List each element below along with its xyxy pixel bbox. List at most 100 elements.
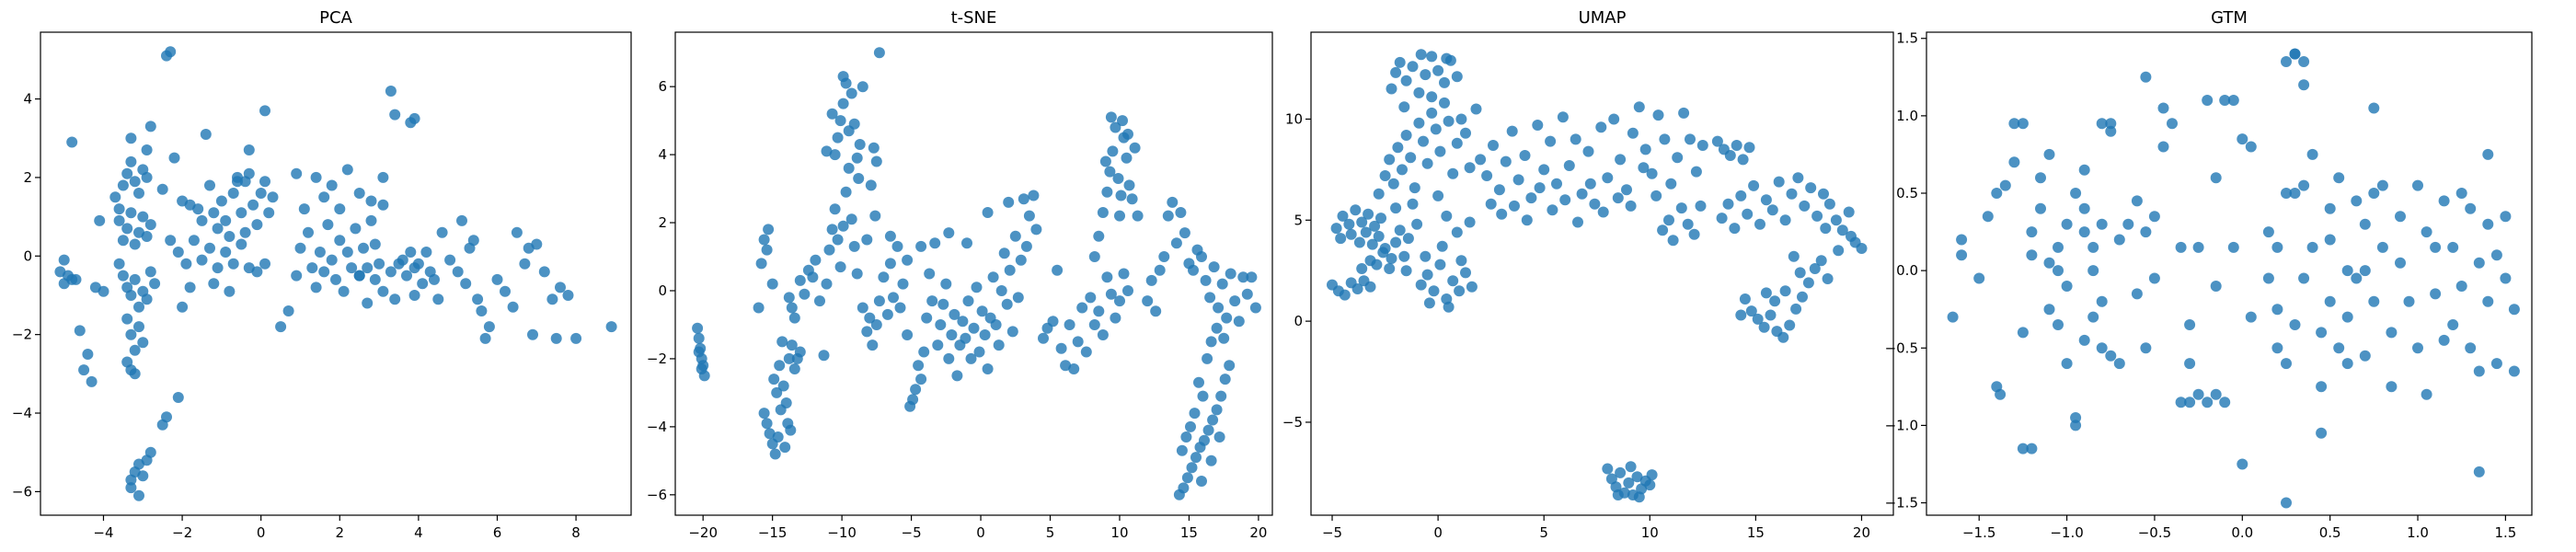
data-point bbox=[971, 282, 983, 293]
data-point bbox=[236, 207, 247, 219]
data-point bbox=[1426, 51, 1438, 63]
data-point bbox=[1506, 125, 1518, 137]
data-point bbox=[550, 332, 562, 344]
data-point bbox=[902, 254, 914, 266]
data-point bbox=[1464, 216, 1476, 228]
data-point bbox=[1748, 179, 1760, 191]
data-point bbox=[1178, 482, 1190, 494]
data-point bbox=[2078, 164, 2090, 176]
data-point bbox=[452, 266, 464, 278]
data-point bbox=[144, 446, 156, 458]
data-point bbox=[1421, 157, 1433, 169]
data-point bbox=[1121, 152, 1133, 164]
data-point bbox=[353, 270, 365, 282]
data-point bbox=[982, 207, 994, 218]
data-point bbox=[58, 254, 70, 266]
data-point bbox=[2412, 342, 2423, 354]
data-point bbox=[921, 312, 933, 324]
data-point bbox=[1786, 188, 1798, 200]
data-point bbox=[965, 352, 977, 364]
data-point bbox=[519, 258, 531, 270]
data-point bbox=[1337, 210, 1349, 222]
data-point bbox=[962, 295, 974, 307]
data-point bbox=[1639, 144, 1651, 155]
data-point bbox=[314, 247, 326, 258]
data-point bbox=[483, 321, 495, 333]
data-point bbox=[479, 332, 491, 344]
data-point bbox=[180, 258, 192, 270]
data-point bbox=[1633, 491, 1645, 503]
data-point bbox=[1190, 452, 1202, 464]
data-point bbox=[2245, 141, 2257, 153]
data-point bbox=[2455, 188, 2467, 199]
data-point bbox=[1443, 301, 1455, 313]
data-point bbox=[1646, 167, 1658, 179]
data-point bbox=[1052, 264, 1064, 276]
data-point bbox=[1208, 261, 1220, 273]
data-point bbox=[310, 171, 322, 183]
y-tick-label: 6 bbox=[658, 78, 667, 95]
data-point bbox=[2202, 397, 2214, 408]
data-point bbox=[350, 223, 362, 235]
data-point bbox=[1115, 190, 1127, 201]
data-point bbox=[2368, 295, 2380, 307]
data-point bbox=[2473, 466, 2485, 477]
data-point bbox=[1204, 292, 1216, 304]
data-point bbox=[968, 322, 980, 334]
data-point bbox=[834, 261, 846, 273]
data-point bbox=[1534, 182, 1546, 194]
data-point bbox=[915, 374, 927, 385]
data-point bbox=[1779, 285, 1791, 297]
data-point bbox=[2017, 327, 2029, 339]
chart-title: GTM bbox=[2211, 8, 2248, 28]
data-point bbox=[1815, 255, 1827, 267]
data-point bbox=[362, 297, 374, 309]
data-point bbox=[1339, 289, 1351, 301]
data-point bbox=[464, 242, 476, 254]
data-point bbox=[1532, 120, 1544, 131]
data-point bbox=[200, 129, 212, 140]
data-point bbox=[322, 219, 334, 231]
data-point bbox=[2298, 79, 2310, 91]
data-point bbox=[1398, 101, 1410, 113]
data-point bbox=[1559, 194, 1571, 206]
data-point bbox=[2017, 118, 2029, 130]
data-point bbox=[2351, 272, 2363, 284]
data-point bbox=[2482, 148, 2494, 160]
data-point bbox=[2167, 118, 2178, 130]
data-point bbox=[861, 234, 873, 246]
x-tick-label: 5 bbox=[1539, 524, 1548, 541]
data-point bbox=[1145, 274, 1157, 286]
data-point bbox=[2359, 265, 2371, 277]
data-point bbox=[2148, 211, 2160, 223]
data-point bbox=[1181, 472, 1193, 484]
data-point bbox=[1956, 234, 1968, 246]
data-point bbox=[1688, 228, 1700, 240]
data-point bbox=[2281, 358, 2292, 370]
x-tick-label: −20 bbox=[688, 524, 718, 541]
data-point bbox=[1646, 469, 1658, 481]
data-point bbox=[771, 386, 783, 398]
data-point bbox=[236, 238, 247, 250]
data-point bbox=[1811, 210, 1823, 222]
data-point bbox=[177, 301, 189, 313]
data-point bbox=[369, 238, 381, 250]
y-tick-label: 4 bbox=[23, 91, 32, 108]
data-point bbox=[2324, 234, 2336, 246]
data-point bbox=[1047, 316, 1059, 328]
data-point bbox=[1731, 140, 1742, 151]
data-point bbox=[1099, 155, 1111, 167]
data-point bbox=[1760, 287, 1772, 299]
data-point bbox=[2026, 226, 2038, 238]
data-point bbox=[188, 235, 200, 247]
y-tick-label: −0.5 bbox=[1885, 339, 1918, 356]
data-point bbox=[1615, 466, 1627, 478]
data-point bbox=[1012, 292, 1024, 304]
data-point bbox=[1038, 332, 1049, 344]
data-point bbox=[405, 247, 417, 258]
data-point bbox=[1475, 154, 1487, 166]
data-point bbox=[1623, 477, 1635, 489]
data-point bbox=[2508, 304, 2520, 316]
data-point bbox=[1621, 184, 1632, 196]
x-tick-label: 10 bbox=[1110, 524, 1128, 541]
